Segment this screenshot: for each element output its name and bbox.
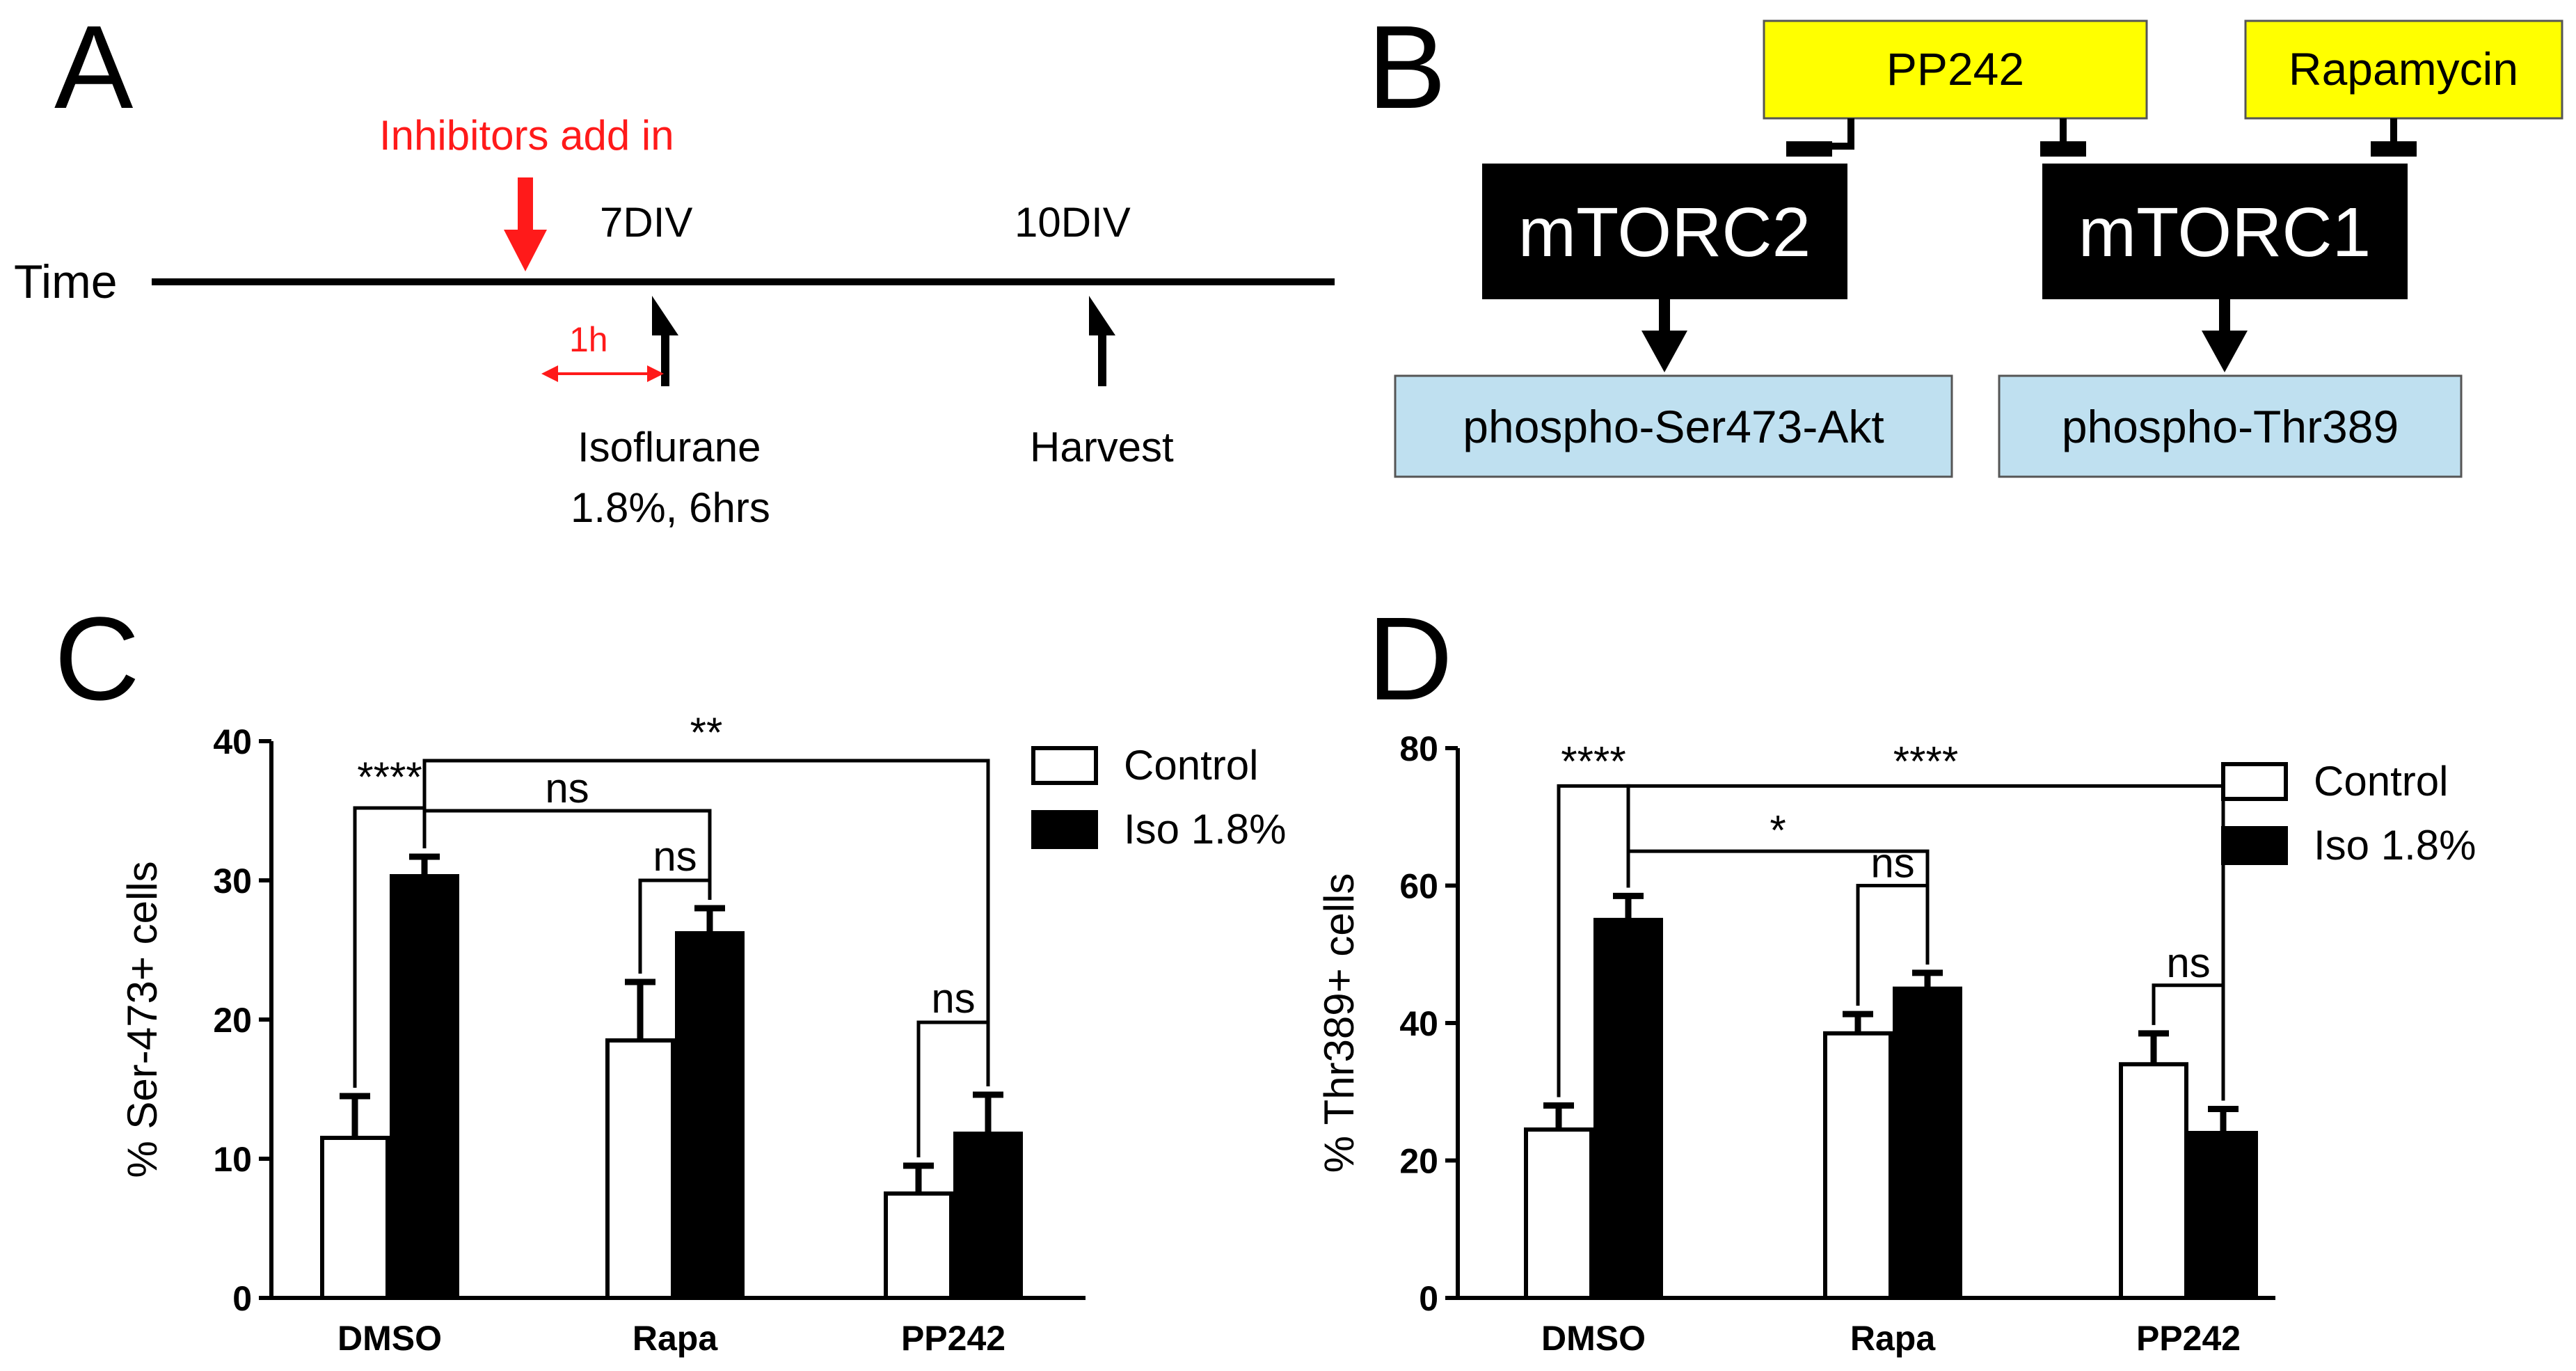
- panel-c-letter: C: [54, 593, 140, 725]
- bar: [1893, 986, 1962, 1300]
- div10-up-arrow-icon: [1089, 296, 1115, 386]
- significance-label: ns: [931, 975, 975, 1022]
- significance-bracket: [422, 809, 712, 900]
- mtorc1-box: [2042, 164, 2408, 299]
- significance-label: ****: [1893, 738, 1958, 785]
- mtorc2-down-arrow-icon: [1641, 299, 1687, 372]
- ser473-box: [1394, 374, 1953, 478]
- y-tick-label: 10: [213, 1140, 252, 1179]
- one-hour-label: 1h: [569, 320, 608, 359]
- x-tick-label: Rapa: [633, 1319, 718, 1358]
- isoflurane-label: Isoflurane: [578, 424, 761, 470]
- thr389-box: [1998, 374, 2463, 478]
- chart-ser473: 0 10 20 30 40 % Ser-473+ cells DMSO Rapa PP242 **…: [119, 709, 1286, 1358]
- mtorc1-down-arrow-icon: [2202, 299, 2248, 372]
- y-tick-label: 30: [213, 862, 252, 901]
- pp242-mtorc1-tbar: [2040, 141, 2086, 157]
- bar: [1593, 917, 1663, 1300]
- bar: [675, 931, 745, 1300]
- panel-c: C 0 10 20 30 40 % Ser-473+ cells DMSO Rapa PP242…: [54, 593, 1286, 1358]
- x-tick-label: PP242: [2136, 1319, 2241, 1358]
- rapamycin-label: Rapamycin: [2289, 43, 2518, 95]
- significance-label: *: [1770, 807, 1786, 853]
- pp242-box: [1763, 19, 2148, 120]
- significance-label: ****: [1561, 738, 1625, 785]
- panel-d-letter: D: [1367, 593, 1453, 725]
- bar: [1823, 1031, 1893, 1300]
- thr389-label: phospho-Thr389: [2062, 401, 2399, 452]
- bar: [2119, 1062, 2188, 1300]
- legend-label: Iso 1.8%: [2314, 822, 2476, 869]
- significance-label: **: [690, 709, 723, 756]
- bar: [390, 874, 459, 1300]
- rapamycin-box: [2244, 19, 2563, 120]
- bar: [884, 1191, 953, 1300]
- bar: [605, 1038, 675, 1300]
- mtorc1-label: mTORC1: [2078, 193, 2371, 271]
- time-label: Time: [14, 255, 118, 308]
- x-tick-label: PP242: [901, 1319, 1005, 1358]
- panel-b: B PP242 Rapamycin mTORC2 mTORC1 phospho-…: [1367, 1, 2563, 478]
- isoflurane-dose-label: 1.8%, 6hrs: [571, 484, 770, 531]
- significance-label: ns: [1870, 840, 1914, 887]
- y-tick-label: 20: [1399, 1142, 1438, 1181]
- mtorc2-box: [1482, 164, 1847, 299]
- significance-bracket: [638, 878, 712, 974]
- harvest-label: Harvest: [1030, 424, 1174, 470]
- pp242-label: PP242: [1886, 43, 2024, 95]
- bar: [953, 1132, 1023, 1300]
- panel-b-letter: B: [1367, 1, 1446, 134]
- y-tick-label: 0: [1419, 1279, 1438, 1318]
- y-axis-label: % Thr389+ cells: [1316, 873, 1362, 1173]
- significance-label: ns: [545, 765, 589, 811]
- panel-a-letter: A: [54, 1, 134, 134]
- legend-label: Control: [1124, 742, 1258, 788]
- y-tick-label: 80: [1399, 729, 1438, 768]
- x-tick-label: Rapa: [1850, 1319, 1936, 1358]
- bar: [320, 1136, 390, 1300]
- significance-label: ****: [357, 754, 422, 800]
- inhibitors-arrow-icon: [504, 177, 547, 271]
- y-tick-label: 40: [213, 722, 252, 761]
- significance-label: ns: [653, 833, 697, 880]
- div10-label: 10DIV: [1015, 199, 1131, 246]
- y-axis-label: % Ser-473+ cells: [119, 861, 166, 1178]
- x-tick-label: DMSO: [1541, 1319, 1646, 1358]
- y-tick-label: 40: [1399, 1004, 1438, 1043]
- div7-label: 7DIV: [600, 199, 692, 246]
- legend-label: Iso 1.8%: [1124, 806, 1286, 853]
- inhibitors-label: Inhibitors add in: [379, 112, 674, 159]
- div7-up-arrow-icon: [652, 296, 678, 386]
- bar: [2188, 1131, 2258, 1300]
- y-tick-label: 0: [232, 1279, 252, 1318]
- legend-label: Control: [2314, 758, 2448, 805]
- x-tick-label: DMSO: [337, 1319, 442, 1358]
- significance-bracket: [1626, 784, 2225, 1101]
- legend-swatch: [1031, 746, 1098, 785]
- legend-swatch: [2221, 762, 2288, 801]
- significance-bracket: [422, 759, 990, 1086]
- rapamycin-mtorc1-tbar: [2371, 141, 2417, 157]
- significance-bracket: [916, 1020, 990, 1157]
- significance-bracket: [2152, 983, 2225, 1101]
- pp242-mtorc2-tbar: [1786, 141, 1832, 157]
- legend-swatch: [1031, 810, 1098, 849]
- y-tick-label: 20: [213, 1001, 252, 1040]
- panel-d: D 0 20 40 60 80 % Thr389+ cells DMSO Rapa PP242 *…: [1316, 593, 2476, 1358]
- panel-a: A Time Inhibitors add in 7DIV 10DIV 1h I…: [14, 1, 1335, 531]
- y-tick-label: 60: [1399, 867, 1438, 906]
- bar: [1524, 1127, 1593, 1300]
- significance-bracket: [1856, 884, 1930, 1006]
- legend-swatch: [2221, 826, 2288, 865]
- ser473-label: phospho-Ser473-Akt: [1463, 401, 1884, 452]
- significance-label: ns: [2166, 940, 2210, 986]
- mtorc2-label: mTORC2: [1518, 193, 1811, 271]
